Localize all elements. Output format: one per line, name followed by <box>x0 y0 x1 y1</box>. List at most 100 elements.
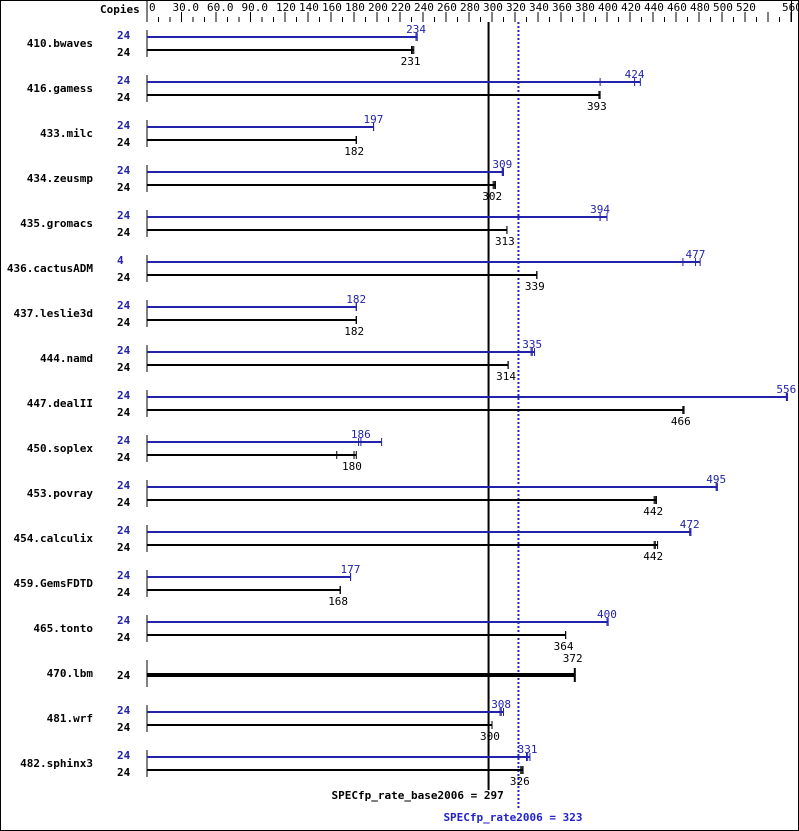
peak-value-label: 424 <box>625 68 645 81</box>
base-copies: 24 <box>117 136 131 149</box>
benchmark-label: 453.povray <box>27 487 94 500</box>
base-copies: 24 <box>117 669 131 682</box>
peak-value-label: 400 <box>597 608 617 621</box>
base-value-label: 168 <box>328 595 348 608</box>
peak-value-label: 177 <box>341 563 361 576</box>
base-value-label: 231 <box>401 55 421 68</box>
base-value-label: 326 <box>510 775 530 788</box>
base-copies: 24 <box>117 541 131 554</box>
base-value-label: 364 <box>554 640 574 653</box>
base-copies: 24 <box>117 226 131 239</box>
peak-value-label: 182 <box>346 293 366 306</box>
peak-copies: 24 <box>117 119 131 132</box>
peak-value-label: 197 <box>364 113 384 126</box>
base-copies: 24 <box>117 316 131 329</box>
peak-value-label: 394 <box>590 203 610 216</box>
peak-copies: 24 <box>117 164 131 177</box>
peak-copies: 24 <box>117 569 131 582</box>
peak-value-label: 556 <box>776 383 796 396</box>
base-reference-label: SPECfp_rate_base2006 = 297 <box>332 789 504 802</box>
benchmark-label: 465.tonto <box>33 622 93 635</box>
peak-copies: 24 <box>117 344 131 357</box>
base-value-label: 442 <box>643 505 663 518</box>
base-copies: 24 <box>117 586 131 599</box>
benchmark-label: 436.cactusADM <box>7 262 93 275</box>
base-copies: 24 <box>117 766 131 779</box>
base-copies: 24 <box>117 451 131 464</box>
axis-tick-label: 260 <box>437 1 457 14</box>
peak-copies: 24 <box>117 299 131 312</box>
axis-tick-label: 60.0 <box>207 1 234 14</box>
peak-copies: 24 <box>117 749 131 762</box>
peak-value-label: 472 <box>680 518 700 531</box>
base-copies: 24 <box>117 631 131 644</box>
benchmark-label: 447.dealII <box>27 397 93 410</box>
peak-copies: 24 <box>117 209 131 222</box>
benchmark-label: 454.calculix <box>14 532 94 545</box>
base-copies: 24 <box>117 361 131 374</box>
axis-tick-label: 440 <box>644 1 664 14</box>
base-value-label: 466 <box>671 415 691 428</box>
peak-copies: 24 <box>117 389 131 402</box>
base-copies: 24 <box>117 46 131 59</box>
peak-value-label: 335 <box>522 338 542 351</box>
benchmark-label: 450.soplex <box>27 442 94 455</box>
base-value-label: 314 <box>496 370 516 383</box>
benchmark-label: 435.gromacs <box>20 217 93 230</box>
benchmark-label: 410.bwaves <box>27 37 93 50</box>
base-copies: 24 <box>117 406 131 419</box>
axis-tick-label: 400 <box>598 1 618 14</box>
peak-copies: 24 <box>117 434 131 447</box>
benchmark-label: 416.gamess <box>27 82 93 95</box>
axis-tick-label: 320 <box>506 1 526 14</box>
peak-copies: 24 <box>117 614 131 627</box>
peak-reference-label: SPECfp_rate2006 = 323 <box>443 811 582 824</box>
axis-tick-label: 180 <box>345 1 365 14</box>
base-copies: 24 <box>117 181 131 194</box>
peak-copies: 24 <box>117 524 131 537</box>
peak-copies: 24 <box>117 29 131 42</box>
peak-value-label: 477 <box>686 248 706 261</box>
axis-tick-label: 300 <box>483 1 503 14</box>
base-value-label: 442 <box>643 550 663 563</box>
benchmark-label: 433.milc <box>40 127 93 140</box>
copies-header: Copies <box>100 3 140 16</box>
benchmark-label: 434.zeusmp <box>27 172 94 185</box>
axis-tick-label: 280 <box>460 1 480 14</box>
axis-tick-label: 30.0 <box>173 1 200 14</box>
axis-tick-label: 160 <box>322 1 342 14</box>
axis-tick-label: 500 <box>713 1 733 14</box>
peak-value-label: 331 <box>518 743 538 756</box>
peak-value-label: 309 <box>492 158 512 171</box>
base-copies: 24 <box>117 91 131 104</box>
base-copies: 24 <box>117 721 131 734</box>
axis-tick-label: 90.0 <box>242 1 269 14</box>
peak-value-label: 495 <box>706 473 726 486</box>
peak-copies: 4 <box>117 254 124 267</box>
axis-tick-label: 480 <box>690 1 710 14</box>
axis-tick-label: 420 <box>621 1 641 14</box>
base-value-label: 339 <box>525 280 545 293</box>
base-value-label: 372 <box>563 652 583 665</box>
axis-tick-label: 380 <box>575 1 595 14</box>
axis-tick-label: 120 <box>276 1 296 14</box>
axis-tick-label: 460 <box>667 1 687 14</box>
axis-tick-label: 520 <box>736 1 756 14</box>
axis-tick-label: 0 <box>149 1 156 14</box>
benchmark-label: 459.GemsFDTD <box>14 577 94 590</box>
axis-tick-label: 240 <box>414 1 434 14</box>
benchmark-label: 470.lbm <box>47 667 94 680</box>
axis-tick-label: 560 <box>782 1 799 14</box>
base-value-label: 300 <box>480 730 500 743</box>
base-value-label: 182 <box>344 325 364 338</box>
base-value-label: 302 <box>482 190 502 203</box>
axis-tick-label: 200 <box>368 1 388 14</box>
axis-tick-label: 340 <box>529 1 549 14</box>
axis-tick-label: 360 <box>552 1 572 14</box>
benchmark-label: 481.wrf <box>47 712 93 725</box>
benchmark-label: 437.leslie3d <box>14 307 93 320</box>
benchmark-label: 482.sphinx3 <box>20 757 93 770</box>
peak-value-label: 234 <box>406 23 426 36</box>
benchmark-label: 444.namd <box>40 352 93 365</box>
